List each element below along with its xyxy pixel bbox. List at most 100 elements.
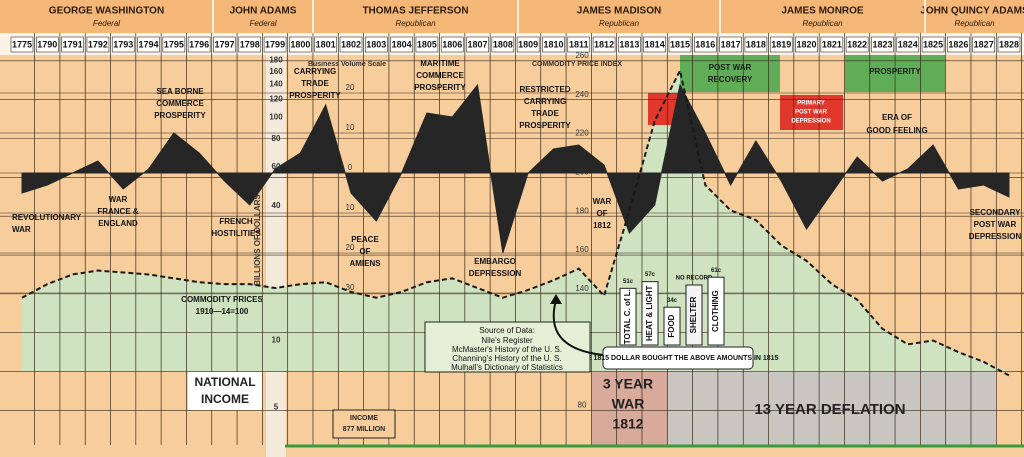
annotation: INCOME [350, 415, 378, 422]
bar-title: THE 1815 DOLLAR BOUGHT THE ABOVE AMOUNTS… [578, 355, 779, 362]
x-tick-label: 1817 [721, 39, 741, 49]
y-tick-label: 30 [346, 283, 355, 292]
annotation: DEPRESSION [969, 232, 1022, 241]
annotation: TRADE [301, 79, 329, 88]
x-tick-label: 1810 [543, 39, 563, 49]
x-tick-label: 1826 [948, 39, 968, 49]
year-cell [947, 36, 970, 53]
annotation: FRANCE & [97, 207, 139, 216]
year-cell [567, 36, 591, 53]
caption-box [602, 346, 754, 370]
y3-tick-label: 40 [272, 201, 281, 210]
x-tick-label: 1801 [316, 39, 336, 49]
year-cell [415, 36, 439, 53]
annotation: REVOLUTIONARY [12, 213, 82, 222]
annotation: PROSPERITY [519, 121, 571, 130]
annotation: 1812 [593, 221, 611, 230]
annotation: PRIMARY [797, 101, 824, 107]
deflation-box [668, 372, 995, 445]
x-tick-label: 1821 [822, 39, 842, 49]
annotation: OF [359, 247, 370, 256]
arrow [552, 299, 604, 356]
year-cell [213, 36, 236, 53]
annotation: PROSPERITY [154, 111, 206, 120]
year-cell [162, 36, 186, 53]
annotation: ERA OF [882, 113, 912, 122]
x-tick-label: 1822 [847, 39, 867, 49]
year-cell [592, 36, 616, 53]
annotation: COMMERCE [156, 99, 204, 108]
x-tick-label: 1804 [392, 39, 412, 49]
x-tick-label: 1814 [645, 39, 665, 49]
x-tick-label: 1805 [417, 39, 437, 49]
bar-label: HEAT & LIGHT [645, 286, 654, 342]
annotation: TRADE [531, 109, 559, 118]
annotation: HOSTILITIES [211, 229, 261, 238]
annotation: AMIENS [349, 259, 381, 268]
annotation: RESTRICTED [519, 85, 570, 94]
value-label: NO RECORD [676, 276, 713, 282]
annotation: ENGLAND [98, 219, 138, 228]
y3-tick-label: 80 [272, 134, 281, 143]
x-tick-label: 1775 [12, 39, 32, 49]
year-cell [795, 36, 818, 53]
annotation: COMMERCE [416, 71, 464, 80]
x-tick-label: 1803 [366, 39, 386, 49]
president-name: THOMAS JEFFERSON [362, 6, 468, 17]
y2-tick-label: 180 [575, 206, 589, 215]
x-tick-label: 1813 [619, 39, 639, 49]
year-cell [845, 36, 869, 53]
annotation: 13 YEAR DEFLATION [754, 401, 905, 418]
y3-tick-label: 10 [272, 335, 281, 344]
y2-tick-label: 220 [575, 129, 589, 138]
bar-label: FOOD [667, 314, 676, 337]
arrow-head [550, 294, 562, 304]
x-tick-label: 1827 [974, 39, 994, 49]
president-party: Federal [93, 19, 120, 28]
x-tick-label: 1807 [468, 39, 488, 49]
y2-tick-label: 140 [575, 284, 589, 293]
president-name: JOHN ADAMS [230, 6, 297, 17]
x-tick-label: 1816 [695, 39, 715, 49]
x-tick-label: 1795 [164, 39, 184, 49]
president-name: JAMES MONROE [781, 6, 864, 17]
annotation: PROSPERITY [414, 83, 466, 92]
year-cell [187, 36, 211, 53]
year-cell [314, 36, 337, 53]
value-label: 61c [711, 268, 722, 274]
y2-tick-label: 260 [575, 51, 589, 60]
annotation: CARRYING [294, 67, 336, 76]
annotation: 1910—14=100 [196, 307, 249, 316]
bar [641, 281, 659, 346]
annotation: POST WAR [709, 63, 752, 72]
year-cell [390, 36, 413, 53]
x-tick-label: 1798 [240, 39, 260, 49]
year-cell [86, 36, 110, 53]
x-tick-label: 1800 [290, 39, 310, 49]
annotation: 1812 [612, 416, 643, 432]
source-line: Nile's Register [481, 336, 533, 345]
president-name: JAMES MADISON [577, 6, 661, 17]
annotation: PROSPERITY [869, 67, 921, 76]
year-cell [921, 36, 945, 53]
x-tick-label: 1796 [189, 39, 209, 49]
annotation: POST WAR [795, 110, 828, 116]
y-tick-label: 20 [346, 83, 355, 92]
x-tick-label: 1790 [37, 39, 57, 49]
y2-axis-title: COMMODITY PRICE INDEX [532, 61, 622, 68]
year-cell [137, 36, 160, 53]
year-cell [769, 36, 793, 53]
annotation: PEACE [351, 235, 379, 244]
year-cell [997, 36, 1021, 53]
annotation: SEA BORNE [156, 87, 204, 96]
x-tick-label: 1799 [265, 39, 285, 49]
war-box [592, 372, 668, 445]
annotation: DEPRESSION [469, 269, 522, 278]
y2-tick-label: 240 [575, 90, 589, 99]
annotation: CARRYING [524, 97, 566, 106]
annotation: OF [596, 209, 607, 218]
annotation: GOOD FEELING [866, 126, 927, 135]
x-tick-label: 1808 [493, 39, 513, 49]
year-cell [339, 36, 363, 53]
year-cell [61, 36, 84, 53]
